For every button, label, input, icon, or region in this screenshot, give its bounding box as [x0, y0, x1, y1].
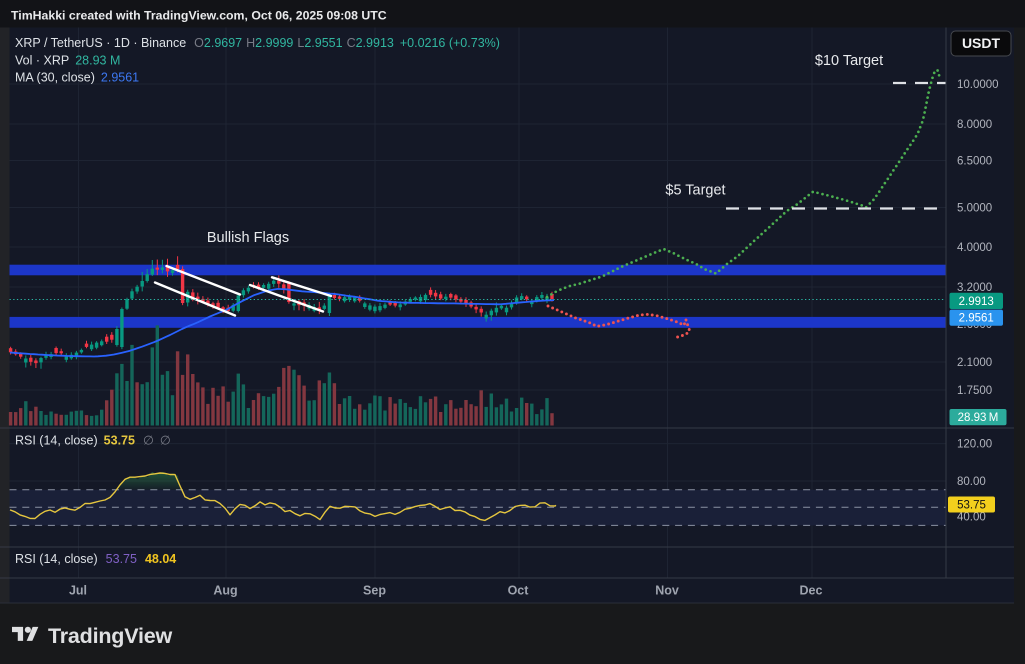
svg-text:5.0000: 5.0000: [957, 203, 992, 215]
svg-text:2.9561: 2.9561: [959, 313, 994, 325]
svg-text:Aug: Aug: [213, 584, 237, 598]
svg-text:$10 Target: $10 Target: [815, 53, 883, 69]
svg-text:53.75: 53.75: [957, 500, 986, 512]
svg-text:6.5000: 6.5000: [957, 156, 992, 168]
svg-text:Oct: Oct: [508, 584, 530, 598]
svg-text:USDT: USDT: [962, 35, 1001, 51]
svg-text:10.0000: 10.0000: [957, 79, 999, 91]
svg-text:Bullish Flags: Bullish Flags: [207, 230, 289, 246]
svg-text:TradingView: TradingView: [48, 624, 173, 648]
svg-text:Jul: Jul: [69, 584, 87, 598]
svg-text:Dec: Dec: [800, 584, 823, 598]
svg-text:TimHakki created with TradingV: TimHakki created with TradingView.com, O…: [11, 9, 387, 23]
svg-text:1.7500: 1.7500: [957, 385, 992, 397]
svg-text:RSI (14, close)53.75∅∅: RSI (14, close) 53.75 ∅ ∅: [15, 434, 171, 448]
svg-text:MA (30, close)2.9561: MA (30, close) 2.9561: [15, 71, 139, 85]
svg-text:80.00: 80.00: [957, 476, 986, 488]
svg-text:120.00: 120.00: [957, 439, 992, 451]
svg-text:40.00: 40.00: [957, 512, 986, 524]
svg-text:4.0000: 4.0000: [957, 242, 992, 254]
svg-text:$5 Target: $5 Target: [665, 183, 725, 199]
svg-text:28.93 M: 28.93 M: [958, 412, 999, 424]
svg-text:2.9913: 2.9913: [959, 296, 994, 308]
svg-text:8.0000: 8.0000: [957, 119, 992, 131]
svg-text:Nov: Nov: [655, 584, 679, 598]
svg-text:3.2000: 3.2000: [957, 282, 992, 294]
svg-text:Sep: Sep: [363, 584, 386, 598]
svg-text:2.1000: 2.1000: [957, 357, 992, 369]
